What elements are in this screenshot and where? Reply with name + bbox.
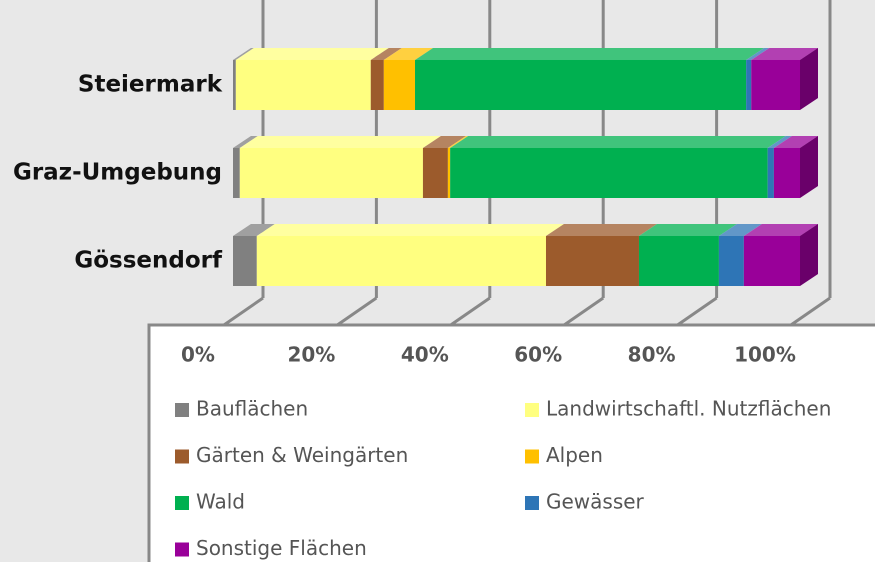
bar-top: [773, 136, 818, 148]
bar-top-shade: [233, 48, 818, 60]
legend-label: Wald: [196, 490, 245, 514]
bar-side: [800, 48, 818, 110]
grid-line-floor: [333, 296, 378, 329]
bar-side: [800, 224, 818, 286]
legend-label: Sonstige Flächen: [196, 536, 367, 560]
legend-label: Landwirtschaftl. Nutzflächen: [546, 397, 831, 421]
x-tick-label: 100%: [734, 343, 796, 367]
bar: [233, 236, 257, 286]
bar-top-shade: [233, 136, 818, 148]
bar-side-shade: [800, 136, 818, 198]
legend-swatch: [525, 403, 539, 417]
axis-and-legend: 0% 20% 40% 60% 80% 100% Bauflächen Landwirtscha…: [175, 343, 831, 560]
bar: [370, 60, 384, 110]
grid-line-floor: [787, 296, 831, 329]
legend-swatch: [525, 449, 539, 464]
grid-line-floor: [673, 296, 718, 329]
x-tick-label: 60%: [514, 343, 562, 367]
bar: [767, 148, 774, 198]
bar: [450, 148, 768, 198]
bar-top: [447, 136, 469, 148]
legend-swatch: [175, 542, 189, 557]
bar: [773, 148, 800, 198]
bar-top: [415, 48, 765, 60]
bar: [233, 60, 236, 110]
legend-swatch: [175, 403, 189, 417]
x-tick-label: 0%: [181, 343, 215, 367]
bar-top: [767, 136, 792, 148]
bar-top: [233, 136, 258, 148]
bar-top: [450, 136, 786, 148]
bar: [235, 60, 371, 110]
bar-top: [239, 136, 441, 148]
category-label: Gössendorf: [74, 248, 223, 274]
legend-label: Alpen: [546, 443, 603, 467]
bar: [383, 60, 416, 110]
bar-top: [545, 224, 657, 236]
bar-top: [383, 48, 434, 60]
x-tick-label: 80%: [628, 343, 676, 367]
legend-swatch: [175, 496, 189, 510]
grid-line-floor: [560, 296, 605, 329]
bar-top: [638, 224, 737, 236]
bars: Steiermark Graz-Umgebung Gössendorf: [13, 48, 818, 286]
bar: [422, 148, 448, 198]
legend-label: Gärten & Weingärten: [196, 443, 408, 467]
legend-swatch: [525, 496, 539, 510]
legend-box: [147, 323, 875, 562]
bar: [233, 148, 240, 198]
bar: [751, 60, 800, 110]
category-label: Steiermark: [78, 72, 223, 98]
bar-side-shade: [800, 48, 818, 110]
bar-top: [235, 48, 389, 60]
legend-swatch: [175, 449, 189, 464]
bar-top: [256, 224, 564, 236]
bar: [545, 236, 639, 286]
bar-top-shade: [233, 224, 818, 236]
bar-top: [233, 224, 275, 236]
bar-top: [746, 48, 770, 60]
bar-side-shade: [800, 224, 818, 286]
bar: [718, 236, 744, 286]
category-label: Graz-Umgebung: [13, 160, 222, 186]
grid-line-floor: [446, 296, 491, 329]
legend-label: Bauflächen: [196, 397, 308, 421]
bar: [415, 60, 747, 110]
bar: [239, 148, 423, 198]
bar-side: [800, 136, 818, 198]
bar-top: [422, 136, 466, 148]
bar: [743, 236, 800, 286]
bar-top: [718, 224, 762, 236]
grid-line-floor: [220, 296, 264, 329]
bar-top: [233, 48, 254, 60]
bar: [638, 236, 719, 286]
x-tick-label: 40%: [401, 343, 449, 367]
bar: [746, 60, 752, 110]
bar-top: [751, 48, 818, 60]
bar-top: [370, 48, 402, 60]
bar: [256, 236, 546, 286]
bar: [447, 148, 451, 198]
x-tick-label: 20%: [287, 343, 335, 367]
bar-top: [743, 224, 818, 236]
legend-label: Gewässer: [546, 490, 645, 514]
